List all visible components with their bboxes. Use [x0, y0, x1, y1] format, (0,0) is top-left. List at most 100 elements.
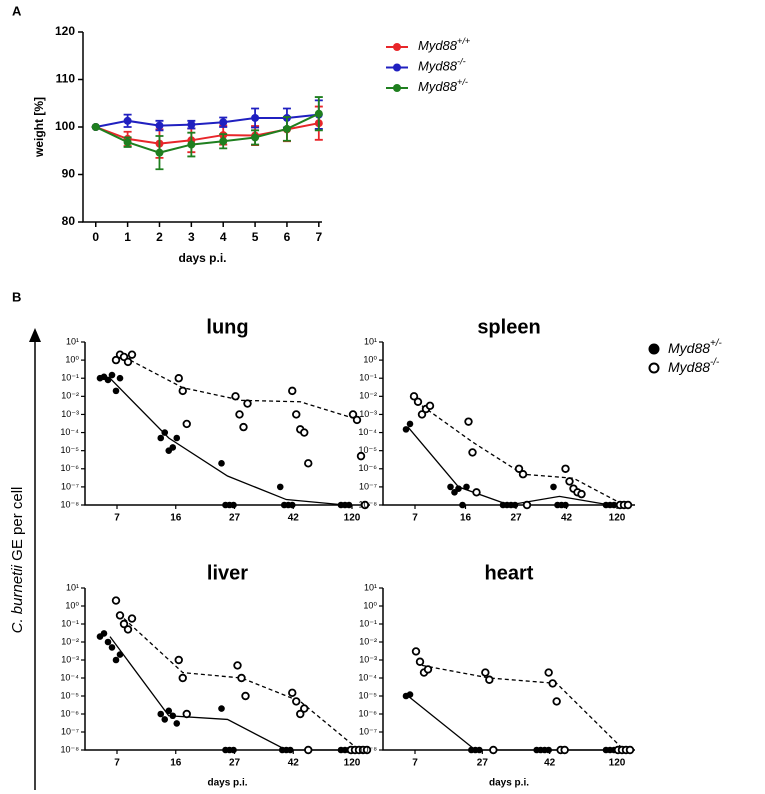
axis: [84, 588, 370, 751]
point: [174, 655, 183, 665]
y-tick-label: 10¹: [364, 336, 377, 346]
point: [352, 415, 362, 425]
point: [157, 710, 165, 718]
y-arrowhead: [29, 328, 41, 342]
point: [518, 470, 528, 479]
point: [233, 661, 242, 670]
point: [123, 357, 133, 367]
point: [550, 483, 557, 491]
x-tick-label: 2: [156, 230, 163, 244]
point: [161, 429, 169, 436]
chart-title: spleen: [477, 316, 540, 338]
point: [276, 483, 284, 491]
y-tick-label: 10⁰: [363, 600, 377, 610]
point: [300, 428, 309, 437]
y-tick-label: 10⁻¹: [61, 373, 79, 383]
legend-marker: [393, 84, 401, 92]
point: [119, 619, 129, 629]
x-tick-label: 120: [344, 758, 361, 769]
panel-label: B: [12, 289, 21, 304]
x-tick-label: 16: [460, 513, 472, 524]
point: [417, 410, 427, 419]
point: [413, 397, 423, 406]
x-tick-label: 0: [92, 230, 99, 244]
y-tick-label: 110: [56, 72, 76, 86]
point: [231, 392, 240, 401]
y-tick-label: 10⁻⁸: [358, 744, 377, 754]
y-tick-label: 10⁰: [65, 600, 79, 610]
point: [489, 745, 498, 755]
axis: [382, 588, 635, 751]
point: [282, 124, 291, 133]
point: [411, 647, 421, 656]
legend-label: Myd88+/-: [418, 77, 468, 94]
point: [545, 746, 552, 754]
point: [625, 745, 635, 755]
legend-marker: [648, 343, 660, 355]
point: [425, 401, 435, 411]
y-tick-label: 10⁻⁴: [358, 672, 377, 682]
median-line: [407, 695, 610, 751]
point: [112, 387, 120, 395]
x-tick-label: 7: [114, 513, 120, 524]
point: [447, 483, 454, 491]
point: [155, 148, 164, 157]
point: [230, 746, 237, 754]
point: [219, 118, 228, 127]
legend-label: Myd88-/-: [668, 357, 720, 375]
point: [362, 745, 372, 755]
point: [187, 120, 196, 129]
point: [415, 657, 425, 666]
point: [402, 426, 410, 433]
y-tick-label: 10⁻⁶: [61, 708, 80, 718]
median-line: [123, 618, 360, 751]
point: [423, 665, 433, 674]
median-line: [123, 356, 360, 421]
y-tick-label: 10⁻²: [61, 391, 79, 401]
point: [356, 451, 366, 461]
chart-title: heart: [485, 562, 534, 584]
x-tick-label: 16: [170, 513, 182, 524]
axis: [382, 342, 635, 506]
x-tick-label: 1: [124, 230, 131, 244]
x-tick-label: 42: [288, 513, 300, 524]
series-line: [95, 112, 320, 154]
point: [288, 501, 296, 509]
point: [409, 392, 419, 401]
legend-label: Myd88+/+: [418, 36, 470, 53]
point: [108, 644, 116, 651]
x-tick-label: 7: [412, 758, 418, 769]
point: [112, 656, 120, 664]
point: [104, 638, 112, 646]
median-line: [109, 636, 345, 751]
x-tick-label: 27: [510, 513, 522, 524]
x-axis-title: days p.i.: [489, 778, 529, 789]
y-tick-label: 10⁻⁶: [359, 708, 378, 718]
point: [288, 386, 297, 396]
point: [463, 483, 470, 491]
y-tick-label: 10⁻⁴: [358, 427, 377, 437]
point: [468, 448, 477, 457]
y-tick-label: 10⁻³: [61, 409, 79, 419]
point: [230, 501, 237, 509]
point: [218, 460, 225, 467]
x-tick-label: 120: [609, 758, 626, 769]
point: [577, 489, 586, 499]
point: [237, 673, 246, 683]
point: [300, 704, 309, 713]
x-tick-label: 42: [561, 513, 573, 524]
point: [161, 716, 169, 723]
y-tick-label: 10⁻⁴: [60, 672, 79, 682]
point: [623, 500, 633, 510]
x-tick-label: 4: [220, 230, 227, 244]
median-line: [109, 377, 346, 506]
point: [286, 746, 294, 754]
x-tick-label: 27: [477, 758, 489, 769]
legend-label: Myd88+/-: [668, 338, 722, 356]
point: [182, 709, 191, 719]
y-tick-label: 10⁻⁵: [61, 690, 80, 700]
point: [115, 611, 125, 620]
point: [155, 121, 164, 130]
point: [455, 485, 462, 492]
